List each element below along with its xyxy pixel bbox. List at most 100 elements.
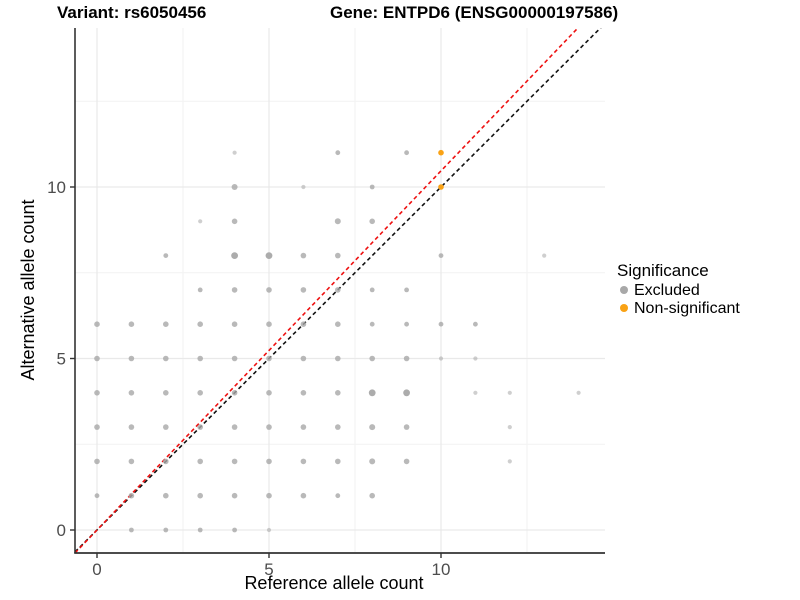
data-point (335, 424, 341, 430)
data-point (473, 356, 478, 361)
data-point (163, 321, 169, 328)
data-point (334, 218, 341, 225)
data-point (369, 458, 376, 465)
data-point (231, 218, 238, 225)
data-point (265, 252, 273, 259)
data-point (197, 492, 203, 499)
data-point (300, 321, 307, 328)
data-point (300, 355, 307, 362)
data-point (369, 184, 375, 190)
data-point (404, 321, 409, 327)
data-point (404, 150, 409, 156)
data-point (94, 424, 100, 430)
data-point (163, 390, 169, 396)
y-tick-label: 5 (57, 350, 66, 369)
data-point (507, 425, 512, 430)
data-points (94, 149, 581, 533)
data-point (94, 355, 100, 362)
data-point (197, 321, 203, 328)
identity-line (75, 28, 602, 553)
y-tick-label: 0 (57, 521, 66, 540)
legend-label-excluded: Excluded (634, 282, 700, 299)
data-point (404, 287, 409, 293)
data-point (300, 492, 307, 499)
data-point (403, 424, 410, 430)
x-tick-label: 10 (432, 560, 451, 579)
data-point (335, 493, 341, 499)
data-point (128, 424, 135, 430)
data-point (368, 389, 376, 397)
data-point (128, 355, 135, 362)
data-point (231, 184, 238, 190)
legend-key-excluded (620, 286, 628, 294)
data-point (266, 390, 272, 396)
data-point (231, 492, 238, 499)
data-point (576, 390, 581, 395)
data-point (197, 287, 203, 293)
data-point (507, 390, 512, 395)
data-point (473, 321, 478, 327)
data-point (542, 253, 547, 258)
data-point (231, 424, 238, 430)
data-point (335, 458, 341, 465)
data-point (335, 390, 341, 396)
data-point (369, 424, 376, 431)
data-point (163, 527, 169, 533)
data-point (128, 458, 135, 465)
legend-label-non-significant: Non-significant (634, 300, 740, 317)
data-point (266, 355, 272, 362)
data-point (369, 355, 376, 362)
data-point (197, 424, 203, 430)
data-point (163, 492, 169, 499)
data-point (403, 389, 410, 397)
data-point (301, 184, 306, 190)
data-point (232, 527, 238, 533)
data-point (335, 321, 341, 328)
data-point (94, 493, 100, 499)
data-point (369, 218, 376, 225)
data-point (266, 287, 272, 293)
data-point (403, 355, 410, 362)
data-point (128, 492, 135, 499)
data-point (266, 424, 272, 430)
data-point (335, 355, 341, 362)
data-point (335, 287, 341, 293)
data-point (300, 390, 307, 396)
y-tick-label: 10 (47, 178, 66, 197)
data-point (438, 321, 444, 327)
data-point (128, 321, 135, 328)
data-point (128, 390, 135, 396)
data-point (266, 527, 272, 533)
data-point (231, 355, 238, 362)
data-point (231, 321, 238, 328)
data-point (369, 287, 375, 293)
data-point (300, 252, 307, 259)
data-point (197, 355, 203, 362)
plot-title-variant: Variant: rs6050456 (57, 3, 206, 22)
y-axis-title: Alternative allele count (18, 199, 38, 380)
data-point (231, 252, 239, 259)
data-point (94, 321, 100, 328)
data-point (300, 287, 307, 293)
x-tick-label: 5 (264, 560, 273, 579)
data-point (438, 149, 444, 156)
data-point (438, 253, 444, 258)
data-point (507, 459, 512, 464)
data-point (198, 219, 203, 224)
data-point (197, 458, 203, 465)
data-point (163, 253, 169, 258)
data-point (369, 321, 375, 327)
data-point (94, 458, 100, 465)
data-point (163, 458, 169, 465)
data-point (231, 458, 238, 465)
data-point (300, 458, 307, 465)
data-point (197, 527, 203, 533)
data-point (300, 424, 307, 430)
data-point (403, 458, 410, 465)
data-point (473, 390, 478, 395)
legend: Significance Excluded Non-significant (617, 261, 740, 317)
x-axis-title: Reference allele count (244, 573, 423, 593)
data-point (232, 150, 237, 155)
